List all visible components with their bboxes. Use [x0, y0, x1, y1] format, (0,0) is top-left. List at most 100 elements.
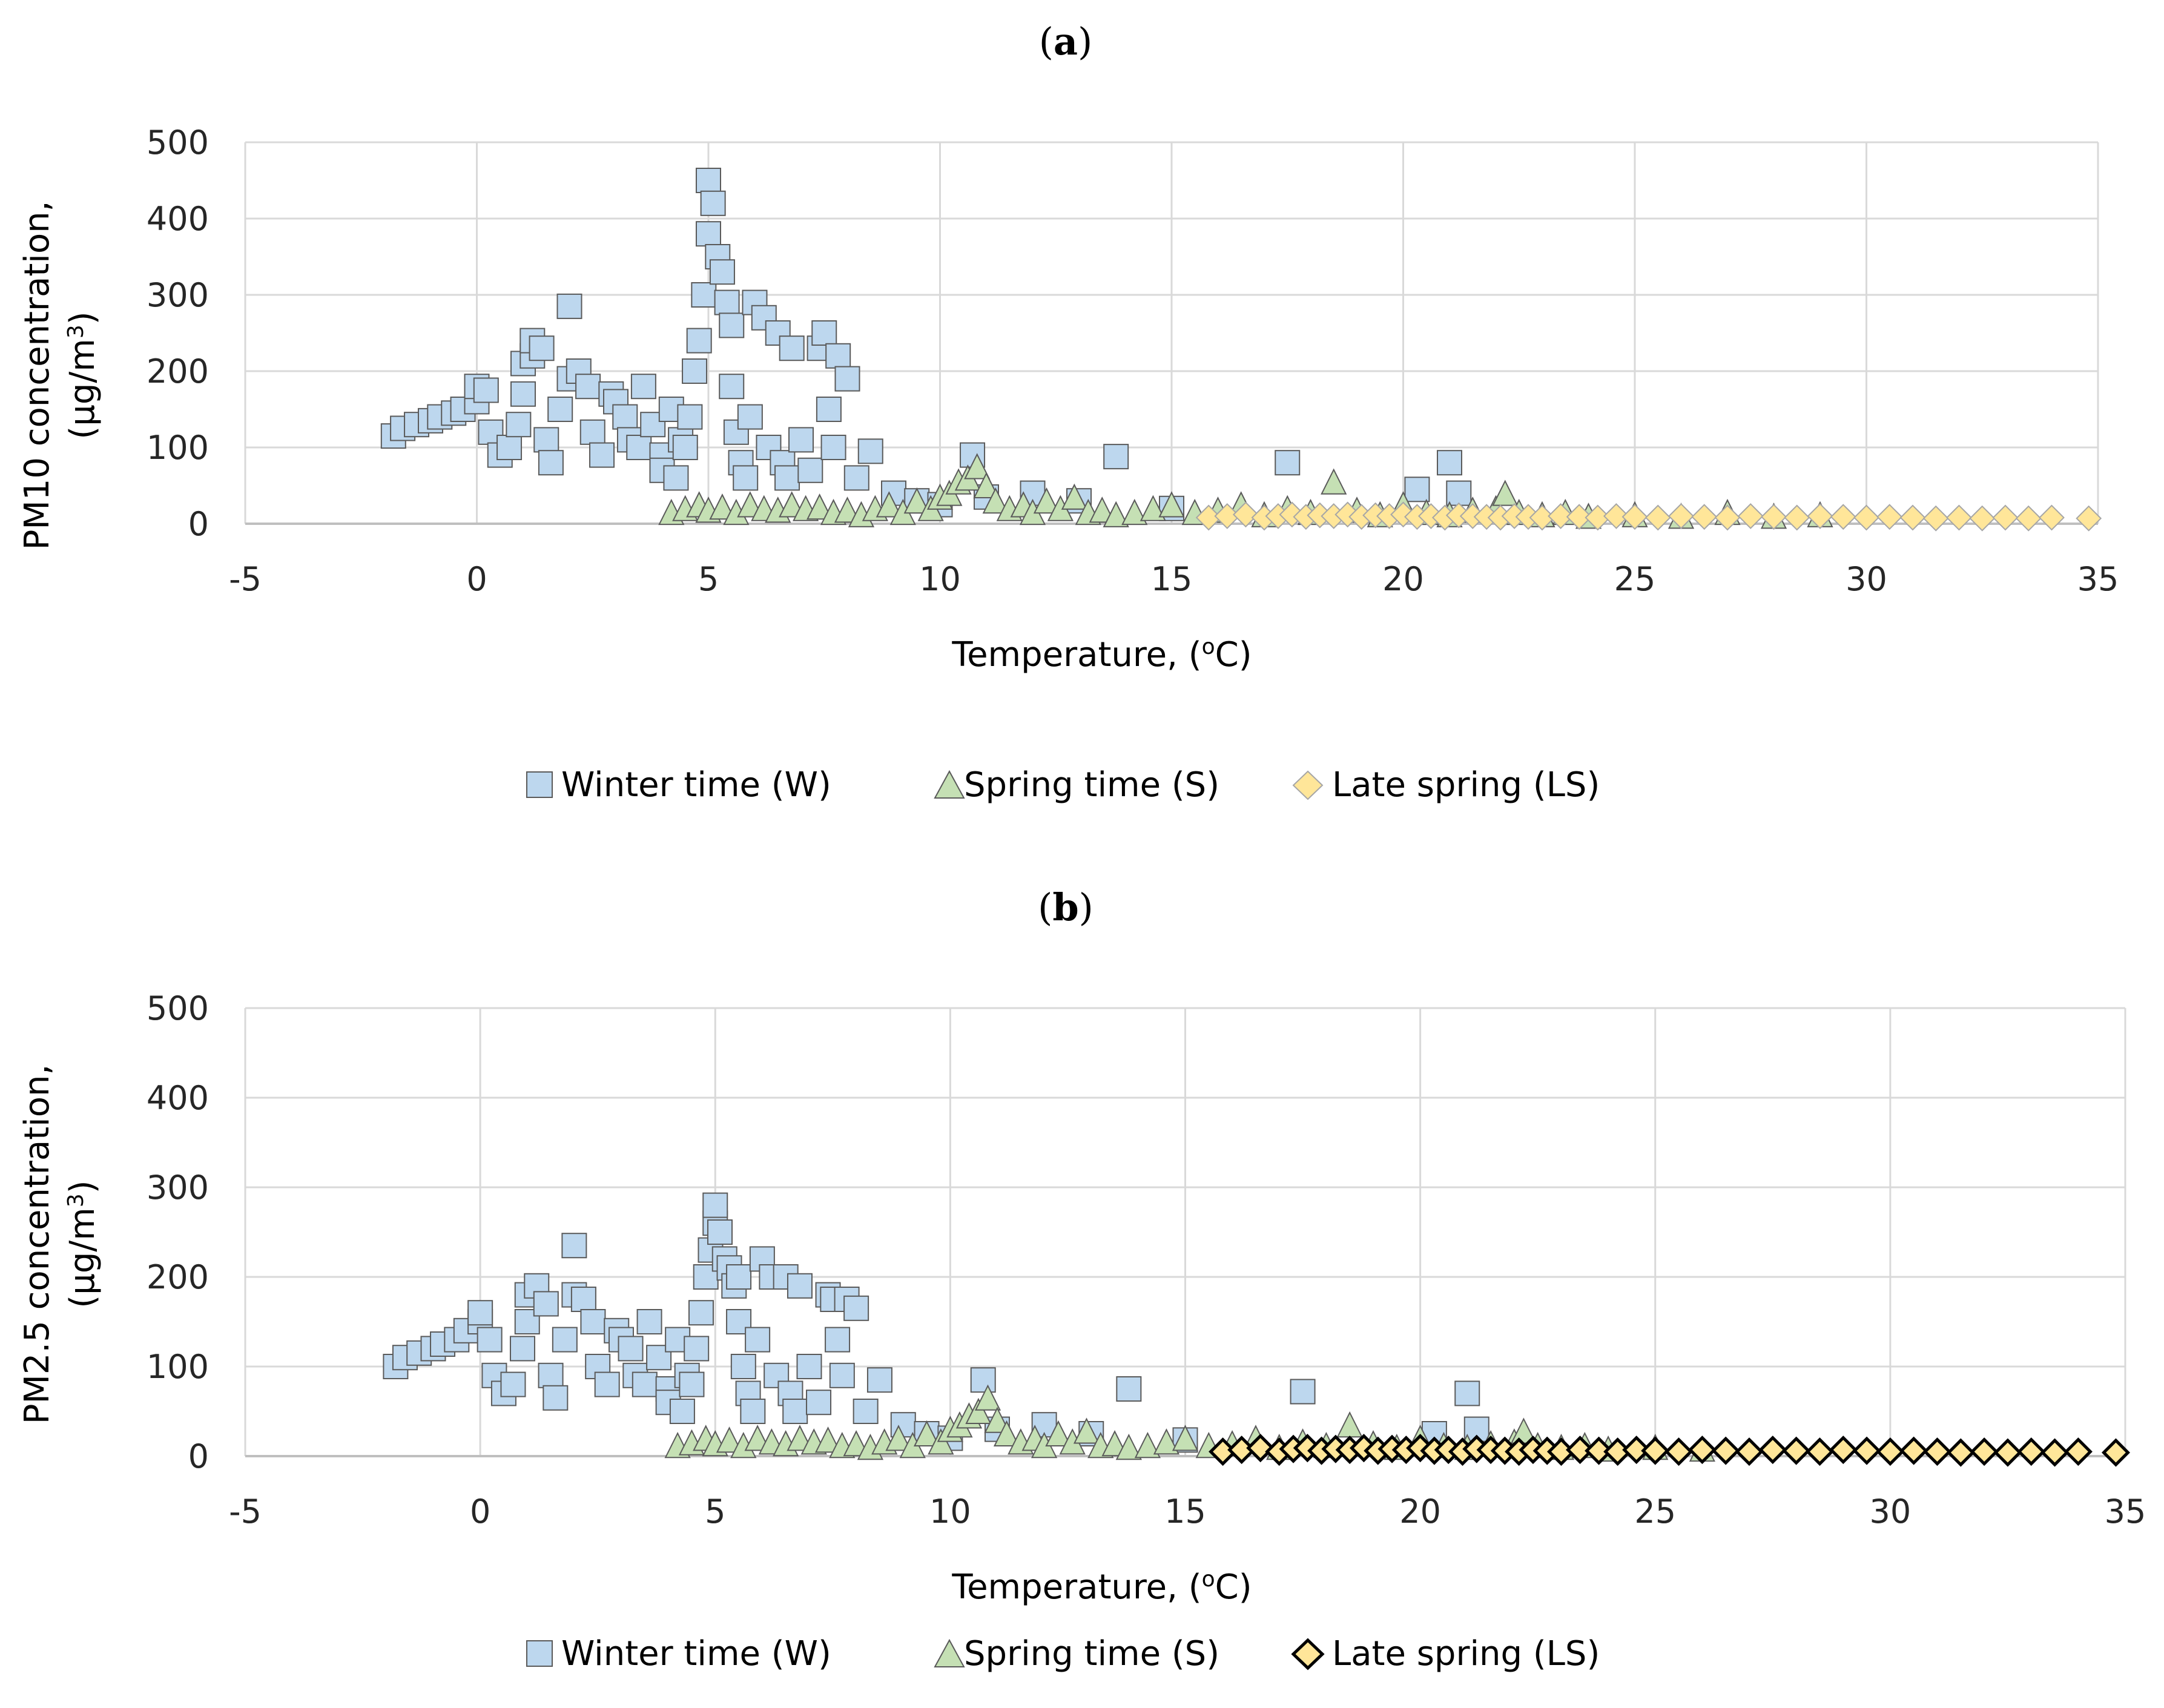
point-a-diamond-27 [1603, 503, 1629, 529]
y-tick-label-b-3: 300 [147, 1169, 209, 1207]
point-b-square-80 [1116, 1376, 1142, 1402]
point-a-diamond-25 [1566, 504, 1592, 530]
legend-a-item-winter: Winter time (W) [526, 765, 831, 805]
point-b-diamond-37 [1852, 1436, 1881, 1465]
point-b-triangle-25 [984, 1406, 1011, 1433]
point-b-square-64 [806, 1390, 832, 1416]
point-a-triangle-38 [1158, 491, 1185, 518]
x-axis-title-a: Temperature, (oC) [951, 635, 1252, 674]
legend-b-item-spring: Spring time (S) [934, 1634, 1219, 1673]
point-a-square-65 [797, 457, 823, 483]
point-a-triangle-35 [1103, 501, 1129, 527]
point-b-square-24 [580, 1309, 606, 1334]
point-b-diamond-29 [1664, 1437, 1694, 1466]
legend-a-item-late-spring: Late spring (LS) [1292, 765, 1600, 805]
point-b-square-55 [745, 1327, 771, 1353]
point-a-square-85 [1437, 450, 1462, 476]
point-a-square-43 [686, 328, 712, 354]
series-a-square [380, 168, 1472, 521]
x-tick-label-b-8: 35 [2105, 1492, 2146, 1531]
point-a-diamond-38 [1853, 504, 1879, 531]
point-a-diamond-47 [2076, 505, 2102, 532]
point-a-triangle-36 [1121, 498, 1148, 526]
point-a-square-73 [857, 438, 883, 464]
point-b-square-22 [561, 1233, 587, 1259]
point-a-square-69 [820, 435, 846, 460]
point-b-triangle-32 [1073, 1417, 1100, 1444]
point-a-triangle-53 [1492, 480, 1519, 506]
y-axis-title-b-end: ) [63, 1180, 102, 1193]
point-b-square-39 [679, 1371, 705, 1397]
x-tick-label-a-3: 10 [919, 560, 961, 598]
point-a-diamond-36 [1807, 503, 1833, 529]
point-a-triangle-34 [1089, 496, 1115, 523]
y-tick-label-b-5: 500 [147, 989, 209, 1027]
point-b-square-42 [693, 1264, 719, 1290]
point-a-triangle-13 [834, 496, 861, 523]
point-a-triangle-11 [806, 493, 833, 520]
point-b-diamond-42 [1970, 1437, 1999, 1466]
point-a-diamond-33 [1737, 503, 1764, 529]
point-b-diamond-24 [1566, 1436, 1595, 1465]
legend-b-late-spring-label: Late spring (LS) [1332, 1634, 1600, 1673]
point-b-triangle-13 [843, 1430, 869, 1457]
y-tick-label-b-0: 0 [188, 1437, 209, 1476]
point-b-square-19 [543, 1385, 569, 1411]
point-a-square-51 [719, 312, 745, 338]
legend-b-winter-label: Winter time (W) [561, 1634, 831, 1673]
point-a-square-84 [1404, 476, 1430, 503]
legend-a-late-spring-marker [1292, 770, 1324, 800]
point-a-square-47 [700, 190, 726, 216]
point-b-square-67 [825, 1327, 851, 1353]
point-b-square-26 [594, 1371, 620, 1397]
point-a-diamond-39 [1876, 504, 1903, 530]
point-a-square-72 [843, 465, 869, 491]
point-b-square-82 [1290, 1379, 1316, 1405]
point-a-square-20 [538, 450, 564, 476]
point-b-square-61 [782, 1399, 808, 1424]
legend-a-winter-label: Winter time (W) [561, 765, 831, 805]
point-b-square-76 [970, 1367, 996, 1393]
panel-b-label: (b) [1038, 885, 1094, 929]
point-a-diamond-24 [1548, 503, 1574, 529]
point-b-square-12 [500, 1371, 526, 1397]
point-b-square-62 [787, 1273, 813, 1299]
point-a-diamond-40 [1899, 504, 1926, 531]
x-tick-label-b-7: 30 [1870, 1492, 1912, 1531]
point-b-diamond-47 [2101, 1438, 2131, 1467]
x-tick-label-a-1: 0 [466, 560, 487, 598]
point-a-triangle-16 [876, 491, 902, 518]
x-tick-label-a-6: 25 [1614, 560, 1656, 598]
point-b-diamond-28 [1641, 1436, 1670, 1465]
point-b-square-52 [730, 1354, 756, 1379]
point-b-diamond-35 [1805, 1437, 1834, 1466]
point-b-diamond-41 [1946, 1438, 1975, 1467]
y-tick-label-a-5: 500 [147, 124, 209, 162]
point-b-square-72 [866, 1367, 892, 1393]
point-a-triangle-18 [903, 487, 930, 514]
point-a-square-32 [626, 435, 652, 460]
point-b-diamond-2 [1246, 1434, 1275, 1463]
point-b-square-40 [684, 1336, 710, 1362]
point-b-triangle-35 [1115, 1433, 1142, 1460]
x-tick-label-b-5: 20 [1399, 1492, 1441, 1531]
point-a-diamond-43 [1969, 505, 1996, 532]
point-b-square-29 [618, 1336, 644, 1362]
point-a-square-64 [788, 427, 814, 453]
point-b-diamond-31 [1711, 1436, 1740, 1465]
x-tick-label-a-7: 30 [1846, 560, 1887, 598]
point-b-square-68 [829, 1362, 855, 1388]
point-a-diamond-30 [1668, 503, 1694, 529]
point-a-square-13 [506, 412, 532, 438]
point-a-triangle-30 [1033, 487, 1060, 514]
point-b-triangle-34 [1101, 1430, 1128, 1457]
y-tick-label-b-1: 100 [147, 1348, 209, 1386]
point-a-diamond-46 [2039, 504, 2065, 531]
y-axis-title-a-line1: PM10 concentration, [18, 201, 57, 550]
point-b-square-8 [467, 1300, 493, 1326]
y-axis-title-b-line1: PM2.5 concentration, [18, 1064, 57, 1425]
y-tick-label-a-4: 400 [147, 200, 209, 238]
legend-a-winter-marker [526, 771, 553, 798]
point-b-diamond-43 [1993, 1438, 2022, 1467]
